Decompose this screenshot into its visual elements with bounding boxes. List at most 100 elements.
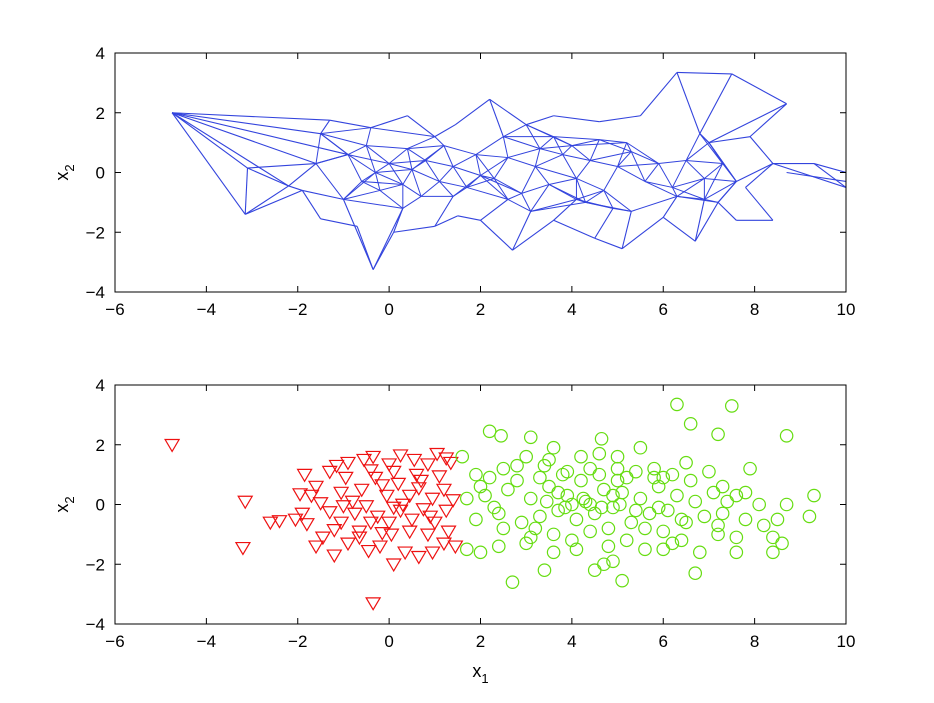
graph-edge [521, 183, 550, 194]
circle-marker [505, 575, 520, 589]
graph-edge [704, 198, 719, 203]
triangle-marker [333, 486, 350, 501]
circle-marker [551, 503, 565, 518]
graph-edge [411, 145, 445, 170]
graph-edge [379, 183, 403, 191]
circle-marker [542, 452, 556, 467]
y-tick-label: −2 [86, 555, 105, 574]
graph-edge [171, 112, 289, 187]
graph-edge [347, 154, 363, 182]
graph-edge [407, 148, 426, 161]
axes-box [114, 384, 847, 625]
circle-marker [619, 533, 634, 548]
circle-marker [597, 482, 611, 497]
triangle-marker [339, 456, 357, 471]
graph-edge [631, 151, 659, 164]
graph-edge [507, 148, 541, 159]
circle-marker [494, 428, 508, 443]
graph-edge [590, 160, 618, 168]
triangle-marker [426, 516, 443, 531]
graph-edge [685, 160, 705, 179]
graph-edge [685, 142, 710, 161]
graph-edge [503, 136, 541, 150]
triangle-marker [333, 516, 350, 531]
circle-marker [606, 554, 620, 569]
circle-marker [583, 497, 597, 512]
triangle-marker [296, 468, 313, 483]
graph-edge [393, 225, 435, 233]
graph-edge [534, 166, 550, 185]
circle-marker [651, 500, 666, 515]
graph-edge [786, 171, 846, 183]
graph-edge [439, 180, 467, 188]
graph-edge [672, 177, 705, 188]
triangle-marker [237, 495, 254, 510]
graph-edge [576, 160, 591, 179]
graph-edge [539, 145, 572, 150]
circle-marker [729, 530, 744, 545]
graph-edge [704, 181, 737, 200]
graph-edge [599, 115, 641, 123]
circle-marker [455, 449, 470, 464]
circle-marker [496, 521, 511, 536]
circle-marker [656, 542, 671, 557]
circle-marker [487, 500, 502, 515]
circle-marker [510, 458, 524, 473]
circle-marker [537, 563, 552, 578]
graph-edge [694, 202, 719, 242]
graph-edge [521, 193, 532, 212]
circle-marker [738, 485, 753, 500]
circle-marker [560, 464, 575, 479]
graph-edge [480, 157, 509, 176]
graph-edge [365, 127, 372, 146]
graph-edge [443, 145, 477, 156]
circle-marker [528, 521, 543, 536]
triangle-marker [321, 465, 338, 480]
circle-marker [473, 545, 488, 560]
graph-edge [434, 215, 458, 227]
graph-edge [365, 145, 376, 173]
graph-edge [526, 115, 554, 126]
graph-edge [466, 186, 509, 200]
circle-marker [473, 479, 488, 494]
triangle-marker [326, 524, 343, 538]
graph-edge [480, 219, 513, 251]
graph-edge [315, 163, 344, 200]
triangle-marker [447, 540, 464, 555]
graph-edge [553, 136, 573, 147]
triangle-marker [369, 510, 386, 525]
triangle-marker [262, 516, 279, 531]
circle-marker [501, 482, 515, 497]
graph-edge [342, 199, 374, 270]
circle-marker [683, 417, 698, 431]
circle-marker [569, 512, 584, 527]
graph-edge [370, 127, 435, 138]
triangle-marker [442, 456, 459, 471]
circle-marker [594, 431, 609, 446]
triangle-marker [392, 449, 409, 464]
circle-marker [546, 527, 561, 542]
x-tick-label: −4 [197, 632, 216, 651]
graph-edge [662, 196, 678, 218]
circle-marker [583, 524, 597, 539]
graph-edge [594, 208, 614, 239]
graph-edge [507, 198, 531, 212]
circle-marker [478, 488, 492, 503]
triangle-marker [303, 489, 320, 504]
circle-marker [766, 530, 780, 545]
circle-marker [469, 512, 483, 527]
graph-edge [644, 181, 678, 197]
graph-edge [749, 103, 787, 138]
graph-edge [530, 201, 586, 212]
graph-edge [375, 163, 390, 173]
triangle-marker [287, 513, 304, 528]
circle-marker [697, 509, 712, 524]
triangle-marker [385, 501, 402, 516]
graph-edge [717, 181, 737, 203]
graph-edge [507, 157, 536, 168]
graph-edge [411, 169, 440, 182]
graph-edge [571, 145, 591, 161]
x-tick-label: 8 [750, 632, 759, 651]
x-tick-label: −6 [105, 300, 124, 319]
circle-marker [592, 467, 607, 482]
